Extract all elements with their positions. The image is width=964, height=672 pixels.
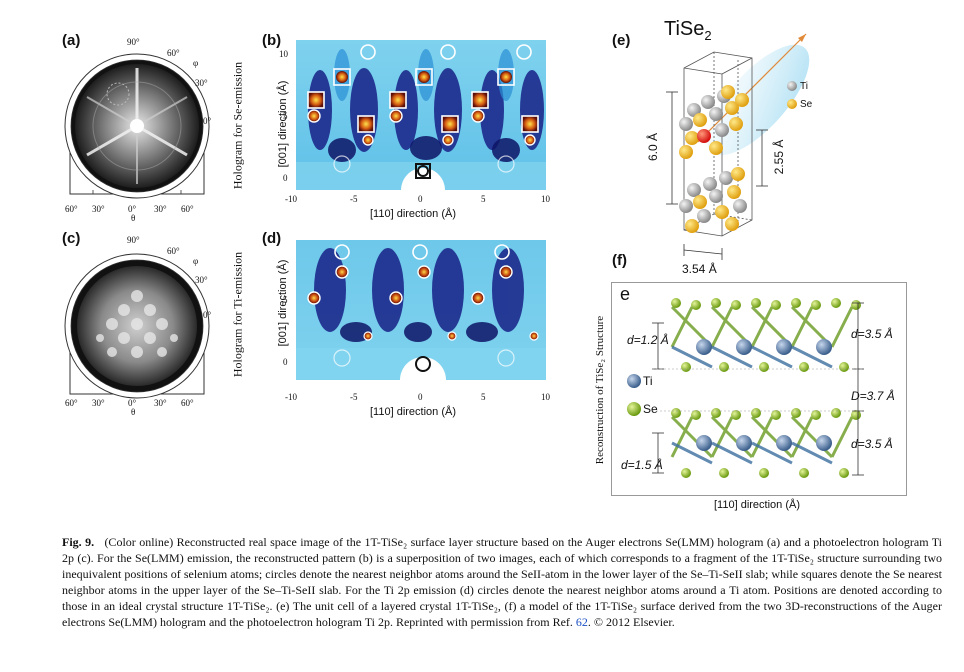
figure-number: Fig. 9. (62, 535, 95, 549)
theta-tick-c-4: 30° (154, 398, 167, 408)
panel-label-f: (f) (612, 252, 627, 269)
legend-ti-e: Ti (800, 81, 808, 92)
x-tick-d-2: -5 (350, 392, 358, 402)
theta-tick-c-2: 30° (92, 398, 105, 408)
theta-tick-c-1: 60° (65, 398, 78, 408)
side-label-se: Hologram for Se-emission (230, 61, 245, 190)
y-tick-b-5: 5 (283, 111, 288, 121)
d-bot-left: d=1.5 Å (621, 458, 663, 472)
theta-tick-3: 0° (128, 204, 137, 214)
dim-width-label: 3.54 Å (682, 262, 717, 276)
panel-label-a: (a) (62, 32, 81, 49)
legend-se-e: Se (800, 99, 813, 110)
theta-tick-4: 30° (154, 204, 167, 214)
phi-90-label: 90° (127, 37, 140, 47)
theta-tick-c-3: 0° (128, 398, 137, 408)
legend-ti-f: Ti (643, 374, 653, 388)
y-tick-d-0: 0 (283, 357, 288, 367)
x-tick-d-5: 10 (541, 392, 550, 402)
phi-symbol-c: φ (193, 256, 199, 266)
phi-30-label-c: 30° (195, 275, 208, 285)
dim-height-label: 6.0 Å (646, 132, 660, 162)
model-structure (627, 298, 864, 478)
theta-symbol: θ (131, 213, 136, 223)
reference-link[interactable]: 62 (575, 615, 588, 629)
x-tick-b-2: -5 (350, 194, 358, 204)
y-axis-label-b: [001] direction (Å) (277, 80, 289, 168)
d-top-left: d=1.2 Å (627, 333, 669, 347)
x-tick-b-3: 0 (418, 194, 423, 204)
theta-tick-5: 60° (181, 204, 194, 214)
stereo-hologram-a (64, 53, 210, 199)
phi-60-label: 60° (167, 48, 180, 58)
x-tick-d-3: 0 (418, 392, 423, 402)
panel-label-d: (d) (262, 230, 282, 247)
legend-se-f: Se (643, 402, 658, 416)
d-top-right: d=3.5 Å (851, 327, 893, 341)
panel-label-c: (c) (62, 230, 81, 247)
phi-60-label-c: 60° (167, 246, 180, 256)
phi-90-label-c: 90° (127, 235, 140, 245)
d-bot-right: d=3.5 Å (851, 437, 893, 451)
side-label-reconstruction: Reconstruction of TiSe₂ Structure (594, 315, 606, 465)
hologram-image-d (296, 240, 546, 380)
x-tick-b-1: -10 (285, 194, 297, 204)
side-label-ti: Hologram for Ti-emission (230, 251, 245, 378)
d-gap: D=3.7 Å (851, 389, 895, 403)
unit-cell-title: TiSe2 (664, 18, 712, 43)
y-tick-b-0: 0 (283, 173, 288, 183)
caption-text: (Color online) Reconstructed real space … (62, 535, 943, 629)
x-axis-label-b: [110] direction (Å) (370, 208, 457, 220)
x-tick-b-5: 10 (541, 194, 550, 204)
phi-symbol: φ (193, 58, 199, 68)
figure-caption: Fig. 9. (Color online) Reconstructed rea… (62, 534, 942, 630)
model-inner-label: e (620, 284, 631, 304)
theta-tick-2: 30° (92, 204, 105, 214)
phi-0-label-c: 0° (203, 310, 212, 320)
caption-copyright: . © 2012 Elsevier. (587, 615, 675, 629)
theta-tick-c-5: 60° (181, 398, 194, 408)
theta-symbol-c: θ (131, 407, 136, 417)
phi-30-label: 30° (195, 78, 208, 88)
x-tick-b-4: 5 (481, 194, 486, 204)
stereo-hologram-c (64, 253, 210, 399)
panel-label-e: (e) (612, 32, 631, 49)
x-axis-label-d: [110] direction (Å) (370, 406, 457, 418)
y-tick-d-5: 5 (283, 295, 288, 305)
dim-layer-label: 2.55 Å (772, 139, 786, 175)
panel-label-b: (b) (262, 32, 282, 49)
phi-0-label: 0° (203, 116, 212, 126)
theta-tick-1: 60° (65, 204, 78, 214)
x-axis-label-f: [110] direction (Å) (714, 499, 801, 511)
x-tick-d-1: -10 (285, 392, 297, 402)
hologram-image-b (296, 40, 546, 190)
x-tick-d-4: 5 (481, 392, 486, 402)
y-tick-b-10: 10 (279, 49, 288, 59)
unit-cell-image (666, 33, 810, 260)
